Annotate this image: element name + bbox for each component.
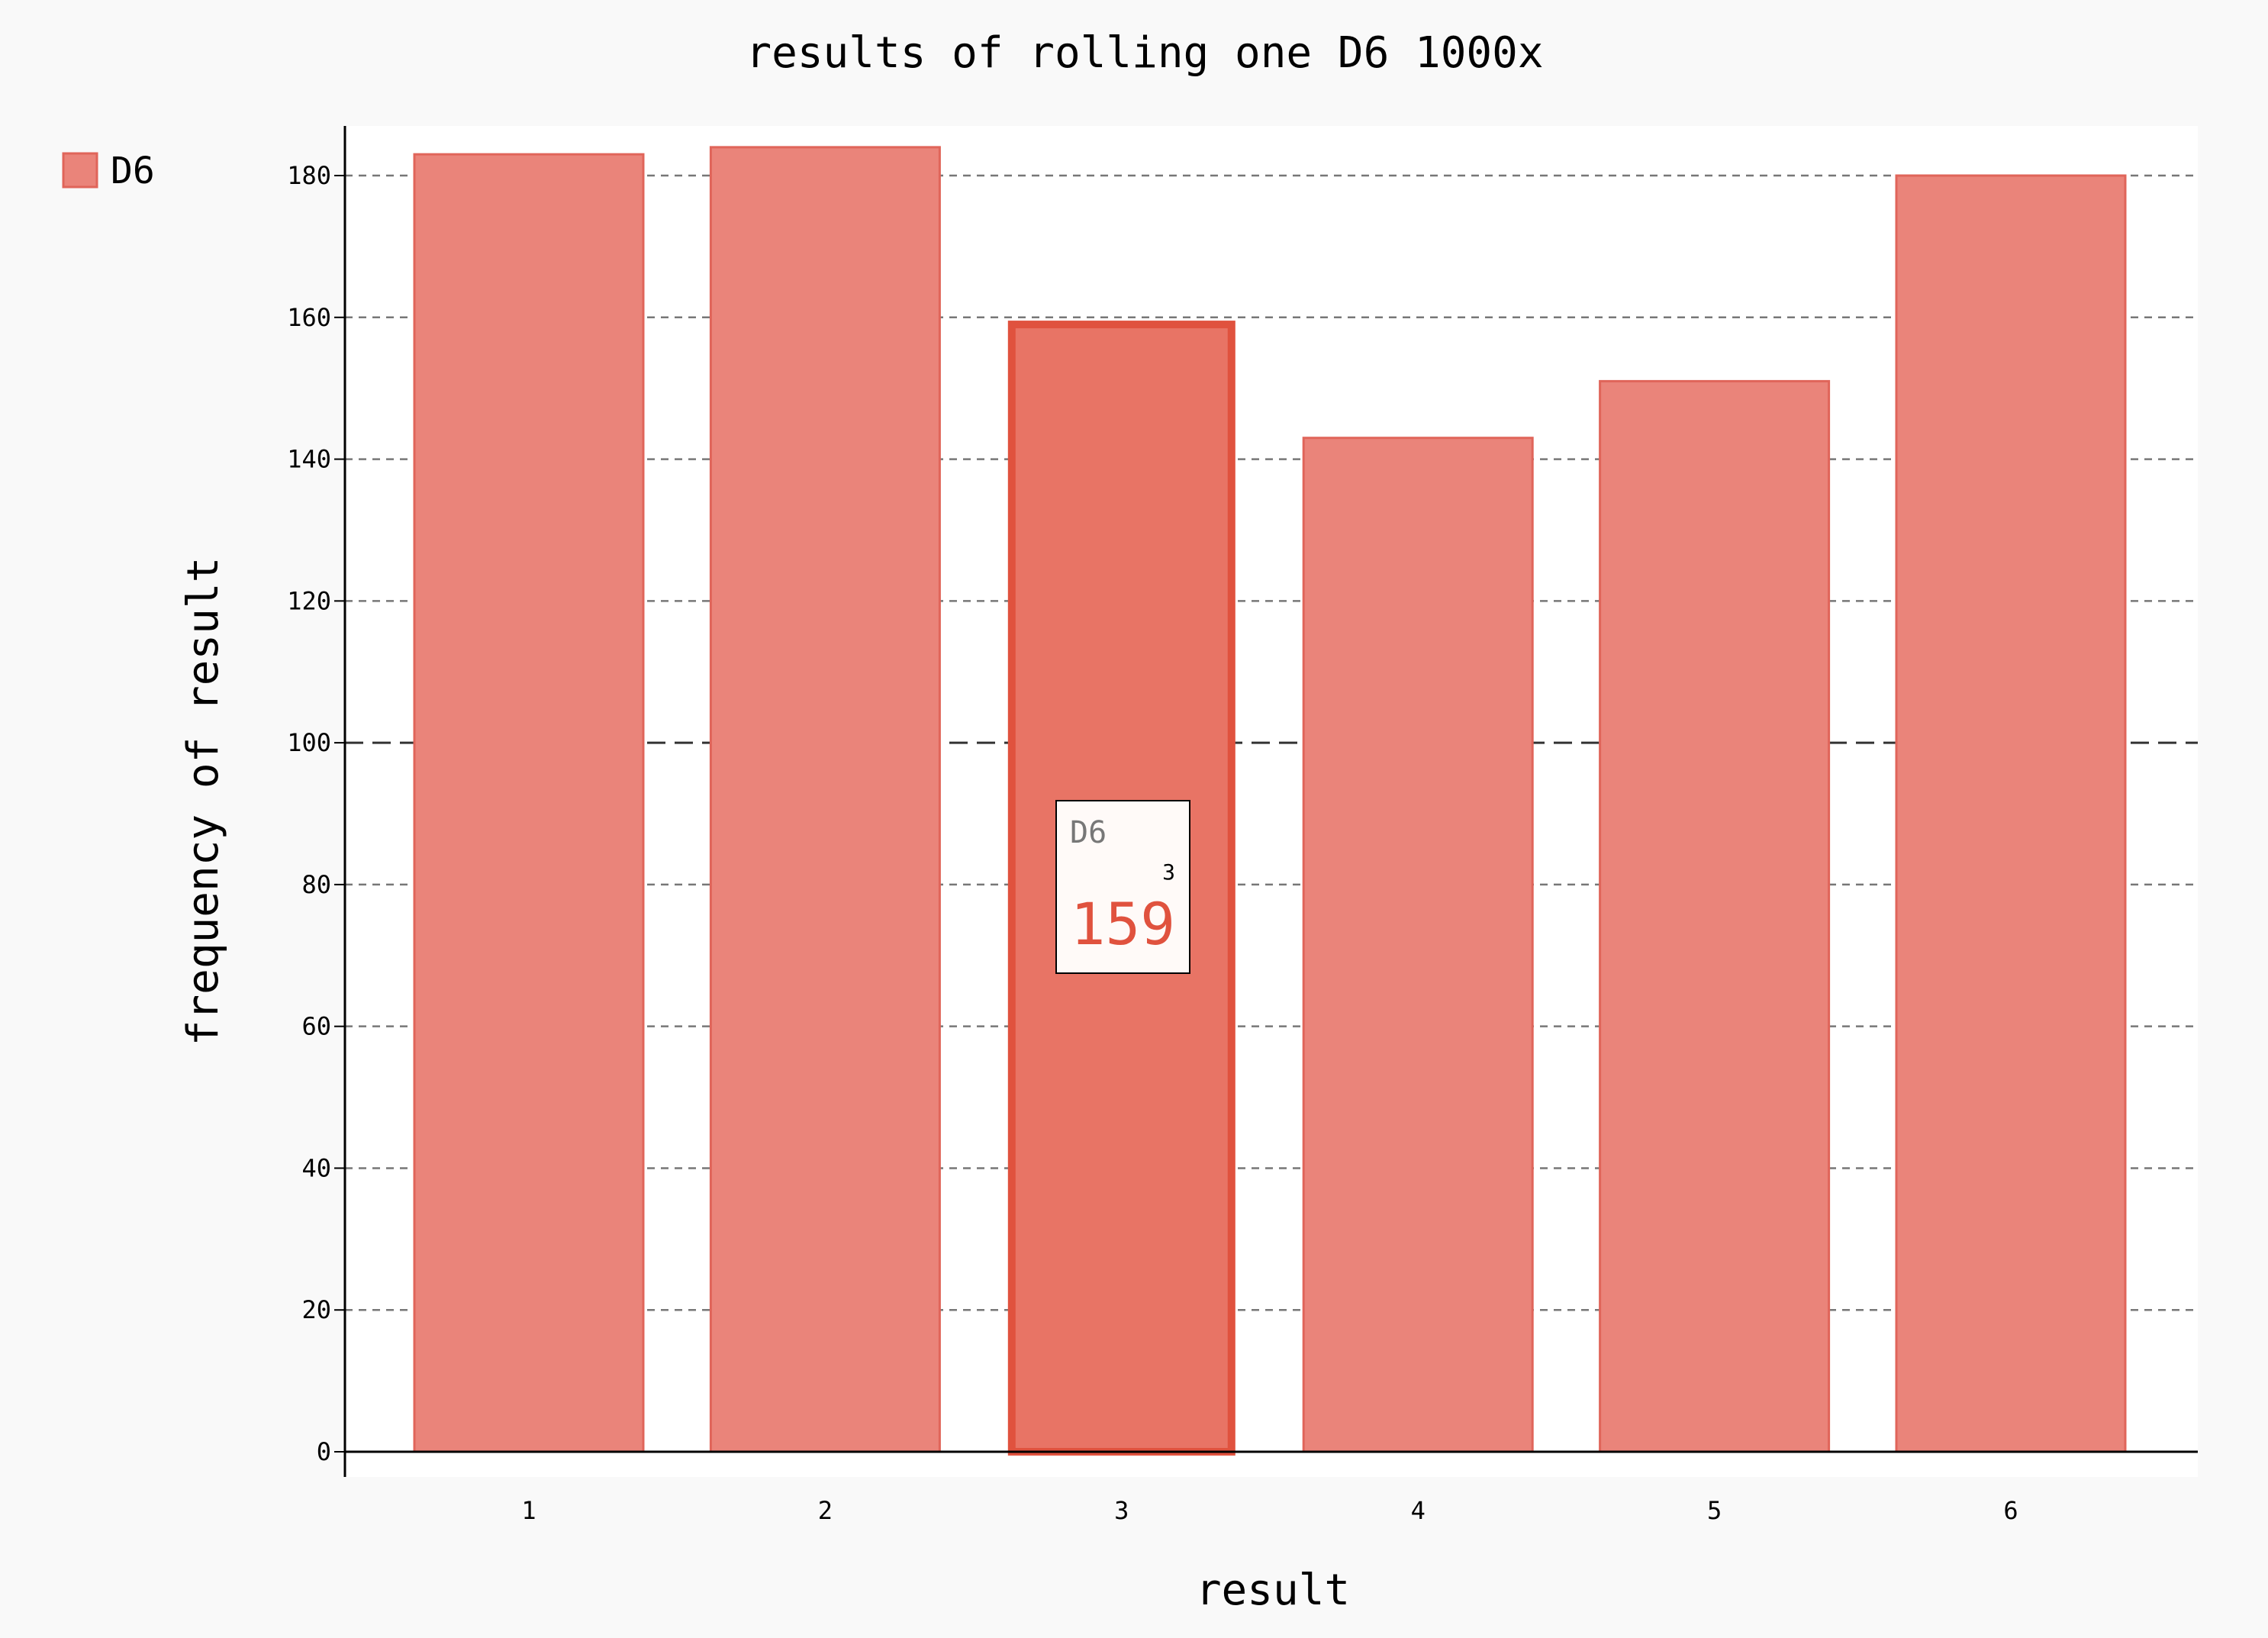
x-tick-label-5: 5 (1707, 1496, 1722, 1525)
x-tick-label-3: 3 (1114, 1496, 1129, 1525)
y-tick-label-80: 80 (301, 870, 331, 899)
bar-1[interactable] (413, 153, 645, 1453)
y-tick-label-100: 100 (287, 728, 331, 757)
x-tick-label-4: 4 (1411, 1496, 1426, 1525)
bar-4[interactable] (1302, 437, 1534, 1453)
x-tick-label-2: 2 (818, 1496, 833, 1525)
y-tick-label-40: 40 (301, 1153, 331, 1182)
x-tick-layer: 1 2 3 4 5 6 (521, 1496, 2018, 1525)
tooltip-y-value: 159 (1071, 890, 1175, 958)
bar-5[interactable] (1599, 379, 1831, 1453)
x-tick-label-1: 1 (521, 1496, 536, 1525)
y-tick-label-20: 20 (301, 1295, 331, 1324)
legend-label-d6: D6 (111, 150, 155, 192)
plot-background (345, 126, 2198, 1477)
tooltip: D6 3 159 (1055, 800, 1190, 974)
y-tick-label-180: 180 (287, 161, 331, 190)
y-axis-label: frequency of result (179, 557, 228, 1046)
y-tick-label-60: 60 (301, 1012, 331, 1041)
bar-6[interactable] (1895, 174, 2127, 1453)
y-tick-label-160: 160 (287, 303, 331, 332)
tooltip-x-value: 3 (1162, 859, 1175, 885)
chart-title: results of rolling one D6 1000x (746, 28, 1543, 78)
tooltip-box (1055, 800, 1190, 974)
x-axis-label: result (1196, 1565, 1350, 1615)
x-tick-label-6: 6 (2003, 1496, 2018, 1525)
y-tick-label-0: 0 (317, 1437, 331, 1466)
y-tick-layer: 0 20 40 60 80 100 120 140 160 180 (287, 161, 345, 1466)
legend: D6 (62, 150, 155, 192)
y-tick-label-120: 120 (287, 586, 331, 615)
y-tick-label-140: 140 (287, 445, 331, 474)
bar-2[interactable] (709, 146, 941, 1453)
tooltip-series-name: D6 (1070, 815, 1107, 850)
grid-layer (345, 174, 2198, 1311)
legend-swatch-d6[interactable] (62, 152, 98, 189)
